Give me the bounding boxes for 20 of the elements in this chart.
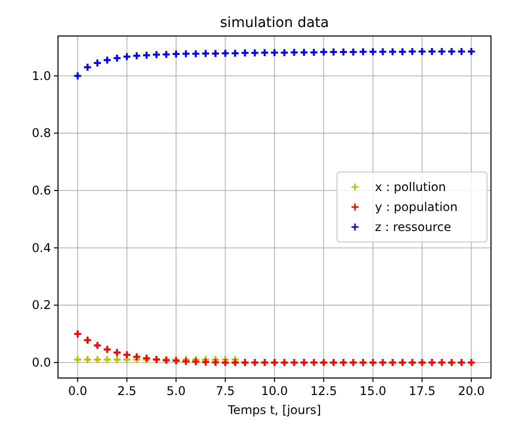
x-tick-label: 17.5 [408,384,436,398]
legend-label: x : pollution [375,180,446,194]
y-tick-label: 0.4 [32,240,51,255]
x-tick-label: 10.0 [261,384,288,398]
x-tick-label: 20.0 [458,384,485,398]
x-tick-label: 15.0 [360,384,386,398]
legend-label: z : ressource [375,220,452,234]
y-tick-label: 0.2 [32,298,51,312]
y-tick-label: 0.0 [32,356,51,370]
y-tick-label: 1.0 [32,68,51,83]
legend-label: y : population [375,200,458,214]
x-axis-title: Temps t, [jours] [226,403,322,417]
x-tick-label: 0.0 [68,384,88,398]
x-tick-label: 7.5 [216,384,235,398]
x-tick-label: 12.5 [310,384,338,398]
x-tick-label: 2.5 [117,384,136,398]
y-tick-label: 0.8 [32,126,51,140]
y-tick-label: 0.6 [32,184,51,198]
chart-title: simulation data [220,15,329,31]
x-tick-label: 5.0 [166,384,186,398]
